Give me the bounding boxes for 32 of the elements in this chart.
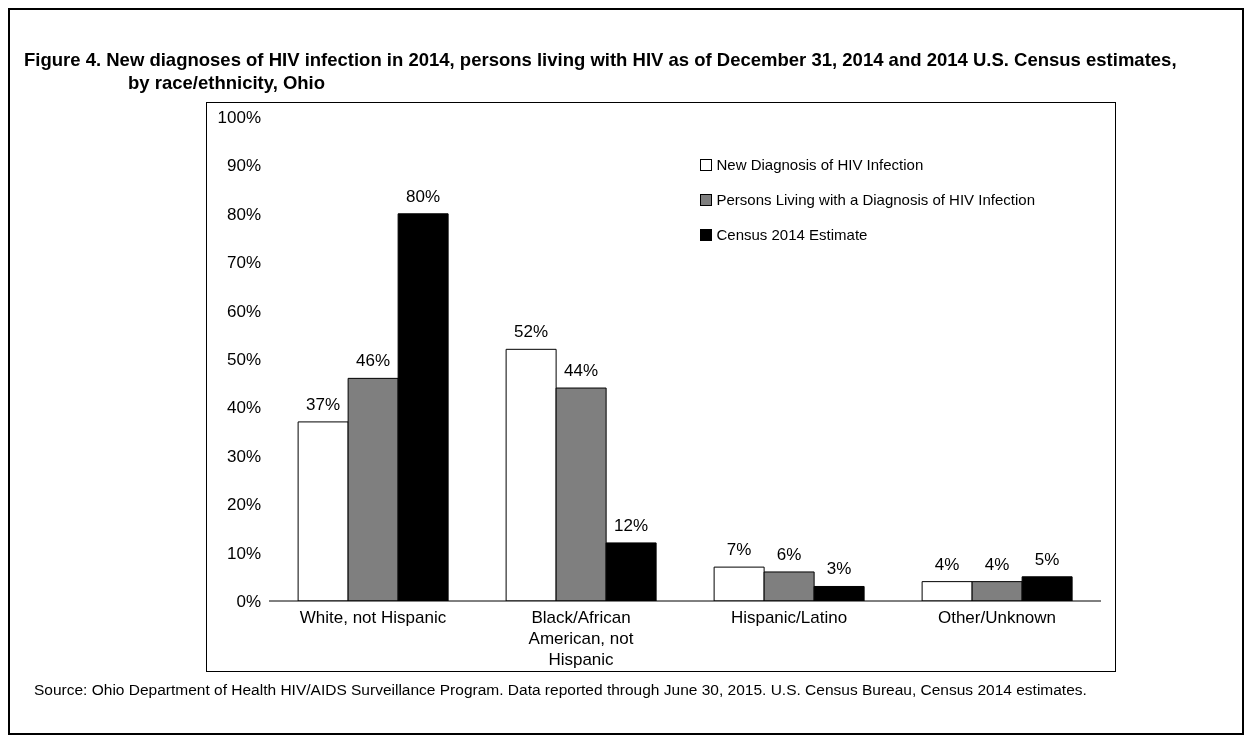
legend-label: Persons Living with a Diagnosis of HIV Infection xyxy=(716,190,1035,210)
y-tick-label: 60% xyxy=(226,301,261,321)
data-label: 37% xyxy=(306,394,341,414)
y-tick-label: 70% xyxy=(226,253,261,273)
data-label: 52% xyxy=(514,322,549,342)
y-tick-label: 30% xyxy=(226,446,261,466)
y-tick-label: 90% xyxy=(226,156,261,176)
data-label: 5% xyxy=(1034,549,1060,569)
y-tick-label: 10% xyxy=(226,543,261,563)
source-note: Source: Ohio Department of Health HIV/AIDS Surveillance Program. Data reported through June 30, 2015. U.S. Census Bureau, Census 2014 estimates. xyxy=(34,680,1088,700)
y-tick-label: 40% xyxy=(226,398,261,418)
data-label: 46% xyxy=(356,351,391,371)
data-label: 4% xyxy=(934,554,960,574)
x-tick-label: Hispanic/Latino xyxy=(730,608,848,627)
data-label: 3% xyxy=(826,559,852,579)
legend-label: Census 2014 Estimate xyxy=(716,225,868,245)
data-label: 12% xyxy=(614,515,649,535)
y-tick-label: 80% xyxy=(226,204,261,224)
data-label: 7% xyxy=(726,540,752,560)
x-tick-label: White, not Hispanic xyxy=(299,608,447,627)
data-label: 44% xyxy=(564,361,599,381)
x-tick-label: Black/African American, not Hispanic xyxy=(528,608,634,669)
y-tick-label: 50% xyxy=(226,350,261,370)
data-label: 6% xyxy=(776,544,802,564)
y-tick-label: 100% xyxy=(217,108,261,128)
data-label: 4% xyxy=(984,554,1010,574)
data-label: 80% xyxy=(406,186,441,206)
y-tick-label: 0% xyxy=(236,592,261,612)
y-tick-label: 20% xyxy=(226,495,261,515)
chart-title: Figure 4. New diagnoses of HIV infection in 2014, persons living with HIV as of December 31, 2014 and 2014 U.S. Census estimates, by race/ethnicity, Ohio xyxy=(24,48,1178,94)
x-tick-label: Other/Unknown xyxy=(937,608,1057,627)
legend-label: New Diagnosis of HIV Infection xyxy=(716,155,924,175)
